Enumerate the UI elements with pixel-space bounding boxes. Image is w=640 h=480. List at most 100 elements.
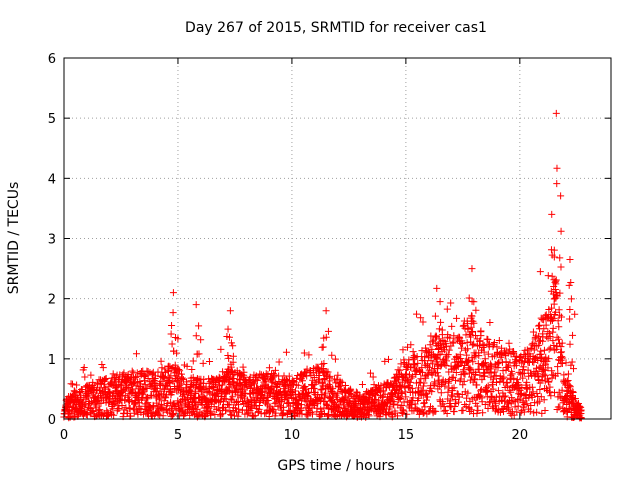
data-point	[510, 374, 518, 382]
data-point	[513, 376, 521, 384]
data-point	[474, 391, 482, 399]
data-point	[89, 407, 97, 415]
data-point	[228, 411, 236, 419]
data-point	[484, 382, 492, 390]
data-point	[99, 364, 107, 372]
data-point	[510, 349, 518, 357]
data-point	[537, 356, 545, 364]
data-point	[400, 407, 408, 415]
data-point	[566, 340, 574, 348]
data-point	[550, 342, 558, 350]
data-point	[478, 360, 486, 368]
data-point	[263, 372, 271, 380]
data-point	[453, 353, 461, 361]
data-point	[540, 325, 548, 333]
data-point	[310, 385, 318, 393]
data-point	[548, 272, 556, 280]
data-point	[217, 345, 225, 353]
data-point	[544, 364, 552, 372]
data-point	[494, 387, 502, 395]
data-point	[417, 314, 425, 322]
data-point	[143, 395, 151, 403]
data-point	[147, 392, 155, 400]
data-point	[437, 389, 445, 397]
data-point	[422, 374, 430, 382]
data-point	[544, 272, 552, 280]
data-point	[428, 345, 436, 353]
data-point	[517, 370, 525, 378]
data-point	[223, 332, 231, 340]
data-point	[409, 372, 417, 380]
data-point	[159, 372, 167, 380]
data-point	[557, 343, 565, 351]
data-point	[516, 353, 524, 361]
data-point	[193, 375, 201, 383]
data-point	[547, 392, 555, 400]
data-point	[460, 370, 468, 378]
data-point	[467, 406, 475, 414]
data-point	[94, 380, 102, 388]
data-point	[529, 388, 537, 396]
data-point	[450, 408, 458, 416]
data-point	[178, 374, 186, 382]
data-point	[460, 321, 468, 329]
data-point	[132, 350, 140, 358]
data-point	[169, 411, 177, 419]
data-point	[481, 369, 489, 377]
data-point	[575, 402, 583, 410]
data-point	[434, 378, 442, 386]
data-point	[535, 376, 543, 384]
data-point	[546, 329, 554, 337]
data-point	[541, 406, 549, 414]
data-point	[548, 210, 556, 218]
x-tick-label: 10	[284, 428, 301, 443]
data-point	[365, 393, 373, 401]
data-point	[492, 379, 500, 387]
data-point	[540, 396, 548, 404]
data-point	[89, 378, 97, 386]
data-point	[540, 370, 548, 378]
data-point	[463, 394, 471, 402]
data-point	[328, 351, 336, 359]
data-point	[162, 382, 170, 390]
data-point	[132, 373, 140, 381]
data-point	[282, 375, 290, 383]
data-point	[472, 306, 480, 314]
data-point	[395, 396, 403, 404]
data-point	[449, 338, 457, 346]
data-point	[324, 368, 332, 376]
y-tick-label: 2	[48, 293, 56, 308]
y-tick-label: 5	[48, 112, 56, 127]
data-point	[121, 385, 129, 393]
data-point	[556, 311, 564, 319]
data-point	[141, 381, 149, 389]
data-point	[195, 411, 203, 419]
data-point	[503, 379, 511, 387]
data-point	[508, 394, 516, 402]
data-point	[166, 363, 174, 371]
data-point	[507, 388, 515, 396]
data-point	[552, 277, 560, 285]
data-point	[464, 345, 472, 353]
data-point	[288, 394, 296, 402]
data-point	[553, 333, 561, 341]
data-point	[552, 345, 560, 353]
data-point	[226, 307, 234, 315]
data-point	[450, 332, 458, 340]
data-point	[515, 385, 523, 393]
data-point	[178, 375, 186, 383]
data-point	[358, 381, 366, 389]
data-point	[81, 373, 89, 381]
data-point	[322, 307, 330, 315]
data-point	[557, 313, 565, 321]
data-point	[406, 378, 414, 386]
data-point	[262, 377, 270, 385]
data-point	[218, 410, 226, 418]
data-point	[217, 411, 225, 419]
data-point	[465, 365, 473, 373]
data-point	[481, 359, 489, 367]
data-point	[441, 382, 449, 390]
data-point	[571, 395, 579, 403]
data-point	[283, 376, 291, 384]
data-point	[534, 322, 542, 330]
